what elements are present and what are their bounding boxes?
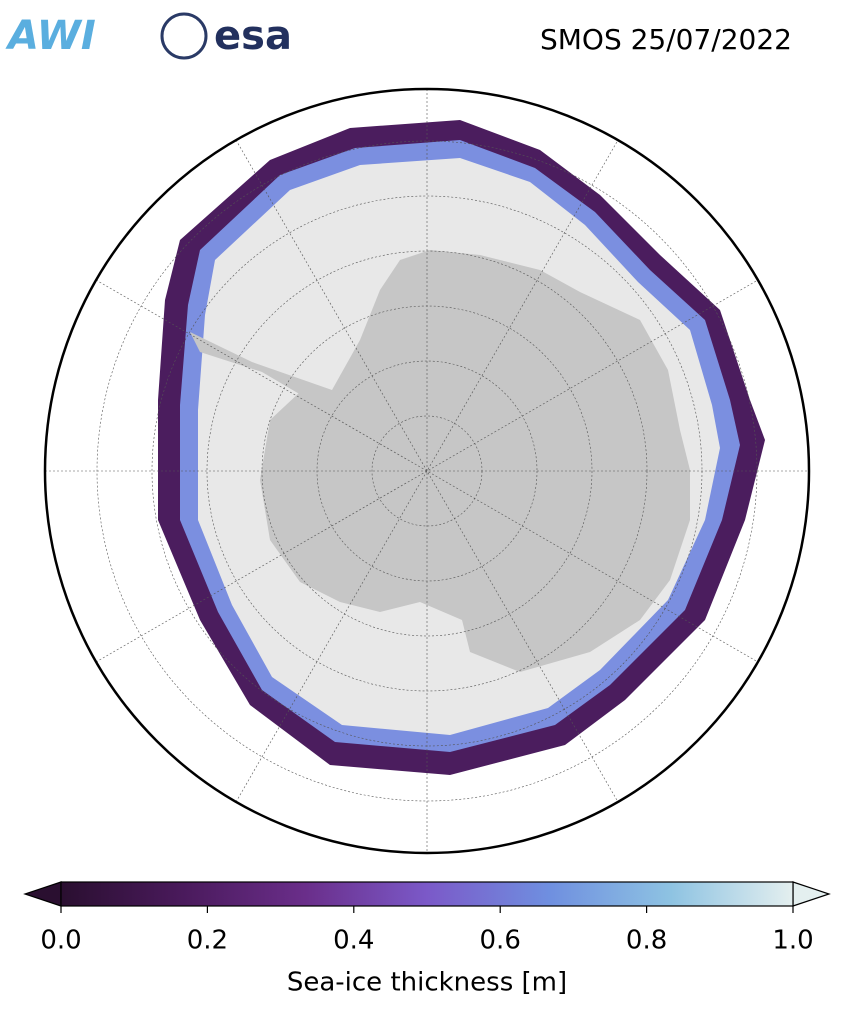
colorbar-tick-label: 1.0 bbox=[772, 926, 813, 956]
logo-esa-mark bbox=[160, 12, 208, 60]
map bbox=[45, 89, 809, 853]
logo-esa: esa bbox=[214, 13, 292, 59]
colorbar-label: Sea-ice thickness [m] bbox=[287, 968, 567, 998]
graticule bbox=[45, 89, 809, 853]
map-title: SMOS 25/07/2022 bbox=[540, 23, 792, 56]
colorbar-extend-max bbox=[792, 881, 831, 907]
colorbar-tick-label: 0.2 bbox=[187, 926, 228, 956]
logo-awi: AWI bbox=[5, 13, 96, 59]
map-frame bbox=[43, 87, 811, 855]
colorbar-extend-min bbox=[23, 881, 62, 907]
colorbar-tick-label: 0.0 bbox=[40, 926, 81, 956]
colorbar-tick-label: 0.8 bbox=[626, 926, 667, 956]
colorbar: 0.0 0.2 0.4 0.6 0.8 1.0 Sea-ice thickness [m] bbox=[23, 881, 831, 998]
colorbar-tick-label: 0.4 bbox=[333, 926, 374, 956]
colorbar-body bbox=[60, 881, 794, 907]
colorbar-tick-label: 0.6 bbox=[480, 926, 521, 956]
antarctica bbox=[190, 250, 690, 672]
